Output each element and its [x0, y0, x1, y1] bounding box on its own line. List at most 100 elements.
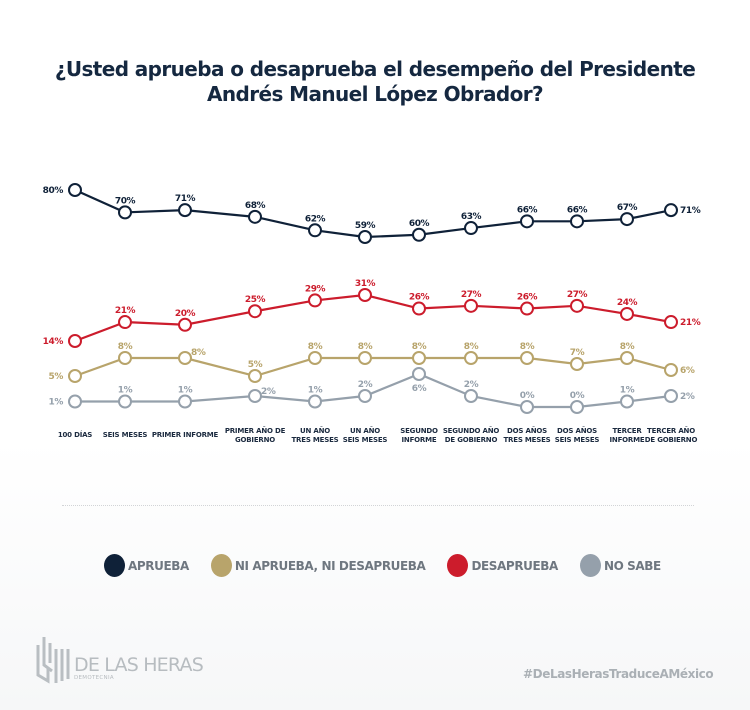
data-point-no-sabe: [412, 367, 426, 381]
data-point-desaprueba: [520, 301, 534, 316]
data-label-no-sabe: 2%: [358, 380, 373, 390]
legend-label: APRUEBA: [128, 558, 189, 573]
data-label-no-sabe: 0%: [570, 391, 585, 401]
data-point-no-sabe: [178, 394, 192, 409]
data-label-no-sabe: 1%: [49, 398, 64, 408]
data-point-no-sabe: [68, 394, 82, 409]
data-point-aprueba: [248, 209, 262, 224]
data-point-desaprueba: [308, 293, 322, 308]
data-point-ni-aprueba-ni-desaprueba: [68, 369, 82, 383]
data-label-ni-aprueba-ni-desaprueba: 6%: [680, 366, 695, 376]
data-label-ni-aprueba-ni-desaprueba: 8%: [520, 342, 535, 352]
legend-item-desaprueba: DESAPRUEBA: [447, 554, 558, 577]
data-point-aprueba: [118, 205, 132, 220]
x-tick-label: PRIMER AÑO DE: [225, 426, 286, 435]
x-tick-label: DOS AÑOS: [557, 426, 597, 435]
data-label-ni-aprueba-ni-desaprueba: 8%: [308, 342, 323, 352]
brand-name: DE LAS HERAS: [74, 654, 204, 676]
data-label-desaprueba: 29%: [305, 284, 326, 294]
data-label-ni-aprueba-ni-desaprueba: 8%: [191, 348, 206, 358]
data-point-desaprueba: [358, 288, 372, 302]
data-point-no-sabe: [464, 389, 478, 403]
x-axis-labels: 100 DÍAS SEIS MESES PRIMER INFORME PRIMER A…: [58, 426, 698, 444]
data-point-desaprueba: [178, 317, 192, 332]
x-tick-label: GOBIERNO: [235, 436, 275, 444]
data-label-no-sabe: 1%: [178, 386, 193, 396]
legend-swatch-desaprueba: [447, 554, 469, 577]
x-tick-label: UN AÑO: [300, 426, 330, 435]
series-line-desaprueba: [74, 293, 672, 343]
data-point-desaprueba: [620, 306, 634, 321]
x-tick-label: PRIMER INFORME: [152, 431, 219, 439]
data-point-aprueba: [620, 212, 634, 227]
data-label-desaprueba: 27%: [567, 290, 588, 300]
x-tick-label: TERCER: [612, 427, 642, 435]
data-point-desaprueba: [664, 315, 678, 330]
data-label-aprueba: 80%: [43, 186, 64, 196]
data-point-desaprueba: [118, 315, 132, 330]
data-label-no-sabe: 2%: [261, 387, 276, 397]
data-point-ni-aprueba-ni-desaprueba: [358, 351, 372, 365]
data-label-aprueba: 62%: [305, 214, 326, 224]
x-tick-label: SEGUNDO: [400, 427, 438, 435]
data-point-ni-aprueba-ni-desaprueba: [118, 351, 132, 365]
data-label-ni-aprueba-ni-desaprueba: 8%: [412, 342, 427, 352]
data-label-aprueba: 67%: [617, 203, 638, 213]
data-point-aprueba: [570, 214, 584, 229]
legend-swatch-ni-aprueba: [210, 554, 232, 577]
series-line-ni-aprueba-ni-desaprueba: [74, 356, 672, 378]
series-line-aprueba: [74, 188, 672, 239]
data-point-aprueba: [664, 203, 678, 218]
data-point-desaprueba: [570, 298, 584, 313]
x-tick-label: SEIS MESES: [103, 431, 148, 439]
data-point-ni-aprueba-ni-desaprueba: [308, 351, 322, 365]
chart-title-line-2: Andrés Manuel López Obrador?: [207, 82, 544, 106]
legend-label: DESAPRUEBA: [471, 558, 558, 573]
hashtag: #DeLasHerasTraduceAMéxico: [523, 667, 714, 681]
data-label-aprueba: 59%: [355, 221, 376, 231]
chart-title-line-1: ¿Usted aprueba o desaprueba el desempeño…: [54, 57, 696, 81]
x-tick-label: INFORME: [610, 436, 645, 444]
brand-logo: DE LAS HERAS DEMOTECNIA: [34, 635, 204, 687]
x-tick-label: SEIS MESES: [555, 436, 600, 444]
data-label-aprueba: 71%: [175, 194, 196, 204]
data-point-ni-aprueba-ni-desaprueba: [248, 369, 262, 383]
x-tick-label: TRES MESES: [291, 436, 338, 444]
data-point-aprueba: [308, 223, 322, 238]
legend-swatch-aprueba: [104, 554, 125, 577]
data-label-desaprueba: 21%: [115, 306, 136, 316]
x-tick-label: SEGUNDO AÑO: [443, 426, 500, 435]
data-label-ni-aprueba-ni-desaprueba: 7%: [570, 348, 585, 358]
data-point-aprueba: [178, 203, 192, 218]
data-label-aprueba: 66%: [567, 205, 588, 215]
data-point-no-sabe: [570, 400, 584, 414]
data-point-no-sabe: [358, 389, 372, 403]
data-label-no-sabe: 1%: [620, 386, 635, 396]
data-point-ni-aprueba-ni-desaprueba: [570, 357, 584, 371]
data-label-ni-aprueba-ni-desaprueba: 8%: [118, 342, 133, 352]
data-label-desaprueba: 26%: [409, 293, 430, 303]
data-label-no-sabe: 2%: [464, 380, 479, 390]
data-point-aprueba: [464, 221, 478, 236]
data-label-desaprueba: 14%: [43, 337, 64, 347]
legend-label: NI APRUEBA, NI DESAPRUEBA: [234, 558, 426, 573]
line-chart: 1% 1% 1% 2% 1% 2% 6% 2% 0% 0% 1% 2% 5% 8% 8% 5% 8% 8% 8% 8%…: [43, 183, 701, 444]
data-label-desaprueba: 25%: [245, 295, 266, 305]
series-line-no-sabe: [75, 372, 672, 409]
data-label-aprueba: 71%: [680, 206, 701, 216]
x-tick-label: UN AÑO: [350, 426, 380, 435]
data-point-ni-aprueba-ni-desaprueba: [178, 351, 192, 365]
x-tick-label: DE GOBIERNO: [645, 436, 698, 444]
data-label-desaprueba: 24%: [617, 298, 638, 308]
data-label-ni-aprueba-ni-desaprueba: 8%: [464, 342, 479, 352]
x-tick-label: DE GOBIERNO: [445, 436, 498, 444]
data-point-no-sabe: [118, 394, 132, 409]
divider: [62, 505, 694, 506]
data-labels: 1% 1% 1% 2% 1% 2% 6% 2% 0% 0% 1% 2% 5% 8% 8% 5% 8% 8% 8% 8%…: [43, 186, 701, 408]
x-tick-label: TERCER AÑO: [647, 426, 695, 435]
data-label-no-sabe: 2%: [680, 392, 695, 402]
data-point-desaprueba: [68, 334, 82, 348]
legend-item-no-sabe: NO SABE: [579, 554, 661, 577]
data-point-desaprueba: [464, 298, 478, 313]
data-point-no-sabe: [248, 389, 262, 403]
